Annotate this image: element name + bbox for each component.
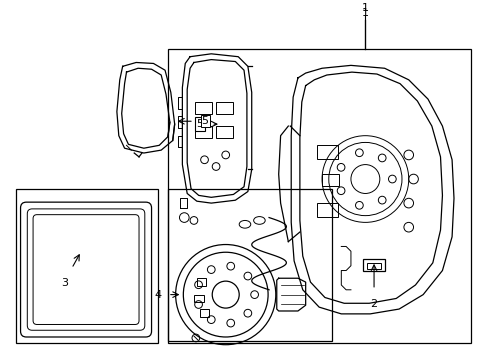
Text: 5: 5 — [201, 116, 208, 126]
Bar — [322, 174, 339, 186]
Bar — [363, 259, 384, 270]
Text: 3: 3 — [61, 278, 68, 288]
Text: 1: 1 — [361, 3, 368, 13]
Text: 1: 1 — [361, 8, 368, 18]
Bar — [216, 126, 233, 138]
Bar — [216, 102, 233, 113]
Bar — [195, 126, 212, 138]
Bar — [167, 189, 331, 341]
Bar — [196, 278, 206, 286]
Text: 5: 5 — [196, 119, 203, 129]
Text: 2: 2 — [370, 300, 377, 310]
Bar — [194, 294, 203, 302]
Bar — [317, 203, 338, 217]
Bar — [167, 49, 470, 343]
Bar — [16, 189, 158, 343]
Bar — [195, 102, 212, 113]
Bar — [317, 145, 338, 159]
Bar — [366, 263, 380, 269]
Text: 4: 4 — [154, 289, 162, 300]
Bar — [199, 309, 209, 317]
